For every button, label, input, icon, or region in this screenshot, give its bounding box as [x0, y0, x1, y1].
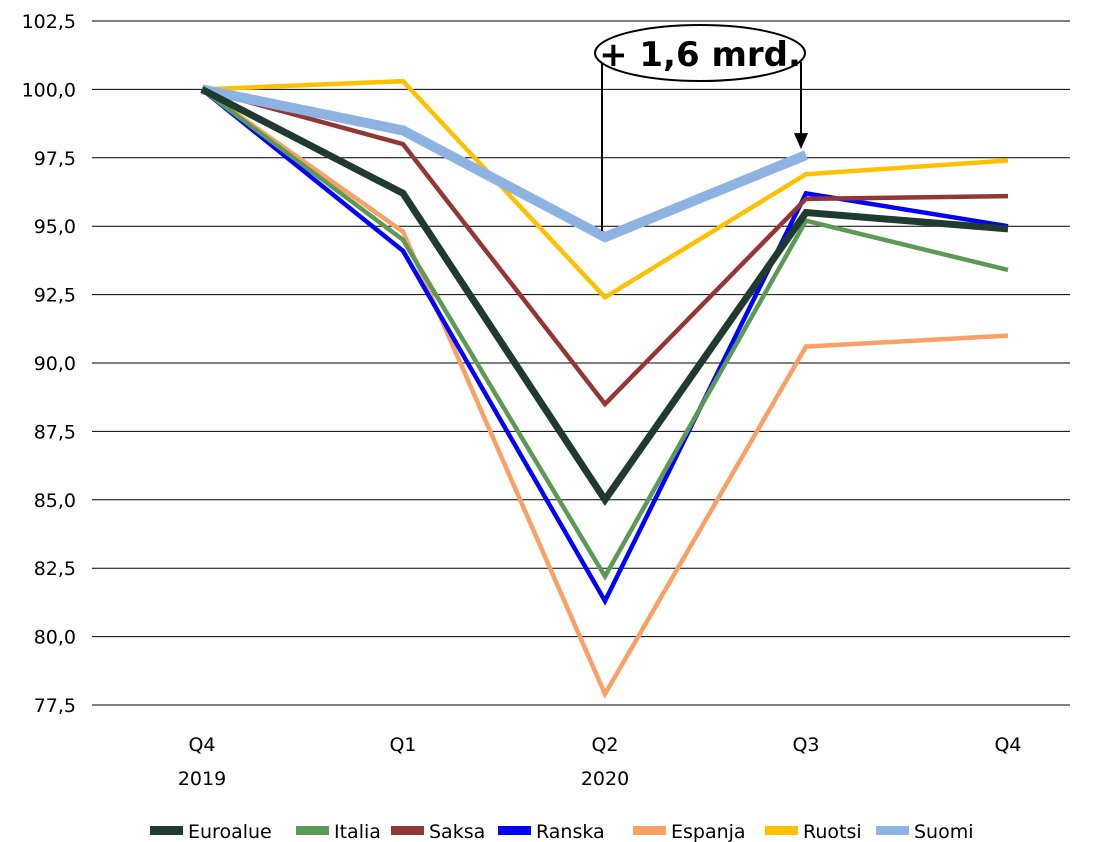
legend-label: Italia [334, 821, 381, 842]
annotation-label: + 1,6 mrd. [599, 35, 801, 75]
legend-swatch-ruotsi [765, 826, 798, 835]
y-axis-ticks: 102,5 100,0 97,5 95,0 92,5 90,0 87,5 85,0 82,5 80… [22, 11, 76, 717]
series-line-suomi [200, 84, 808, 243]
legend-label: Ranska [536, 821, 605, 842]
legend-label: Espanja [671, 821, 746, 842]
series-line-euroalue [200, 86, 1009, 507]
x-year-label: 2020 [581, 768, 629, 790]
x-tick-label: Q4 [188, 734, 215, 756]
y-tick-label: 90,0 [34, 353, 76, 375]
y-tick-label: 102,5 [22, 11, 76, 33]
legend-label: Ruotsi [803, 821, 862, 842]
legend-swatch-espanja [633, 826, 666, 835]
x-tick-label: Q2 [591, 734, 618, 756]
legend-swatch-suomi [876, 826, 909, 835]
legend: Euroalue Italia Saksa Ranska Espanja Ruotsi Su… [150, 821, 974, 842]
legend-swatch-italia [296, 826, 329, 835]
y-tick-label: 80,0 [34, 627, 76, 649]
gridlines [92, 20, 1070, 706]
series-line-saksa [201, 87, 1009, 408]
y-tick-label: 85,0 [34, 490, 76, 512]
series-line-italia [200, 87, 1009, 581]
series-lines [200, 78, 1009, 700]
x-axis-ticks: Q4 Q1 Q2 Q3 Q4 2019 2020 [178, 734, 1022, 790]
series-line-espanja [200, 87, 1009, 700]
legend-label: Euroalue [188, 821, 272, 842]
y-tick-label: 87,5 [34, 421, 76, 443]
y-tick-label: 100,0 [22, 79, 76, 101]
annotation-bubble [594, 24, 806, 82]
annotation: + 1,6 mrd. [594, 24, 808, 232]
legend-label: Suomi [914, 821, 974, 842]
annotation-arrowhead [794, 133, 808, 150]
series-line-ranska [200, 87, 1009, 606]
legend-swatch-saksa [391, 826, 424, 835]
x-tick-label: Q4 [994, 734, 1021, 756]
x-year-label: 2019 [178, 768, 226, 790]
series-line-ruotsi [201, 78, 1009, 301]
x-tick-label: Q1 [389, 734, 416, 756]
y-tick-label: 92,5 [34, 285, 76, 307]
y-tick-label: 97,5 [34, 148, 76, 170]
legend-swatch-euroalue [150, 826, 183, 835]
y-tick-label: 82,5 [34, 558, 76, 580]
y-tick-label: 95,0 [34, 216, 76, 238]
legend-swatch-ranska [498, 826, 531, 835]
y-tick-label: 77,5 [34, 695, 76, 717]
legend-label: Saksa [429, 821, 485, 842]
x-tick-label: Q3 [792, 734, 819, 756]
